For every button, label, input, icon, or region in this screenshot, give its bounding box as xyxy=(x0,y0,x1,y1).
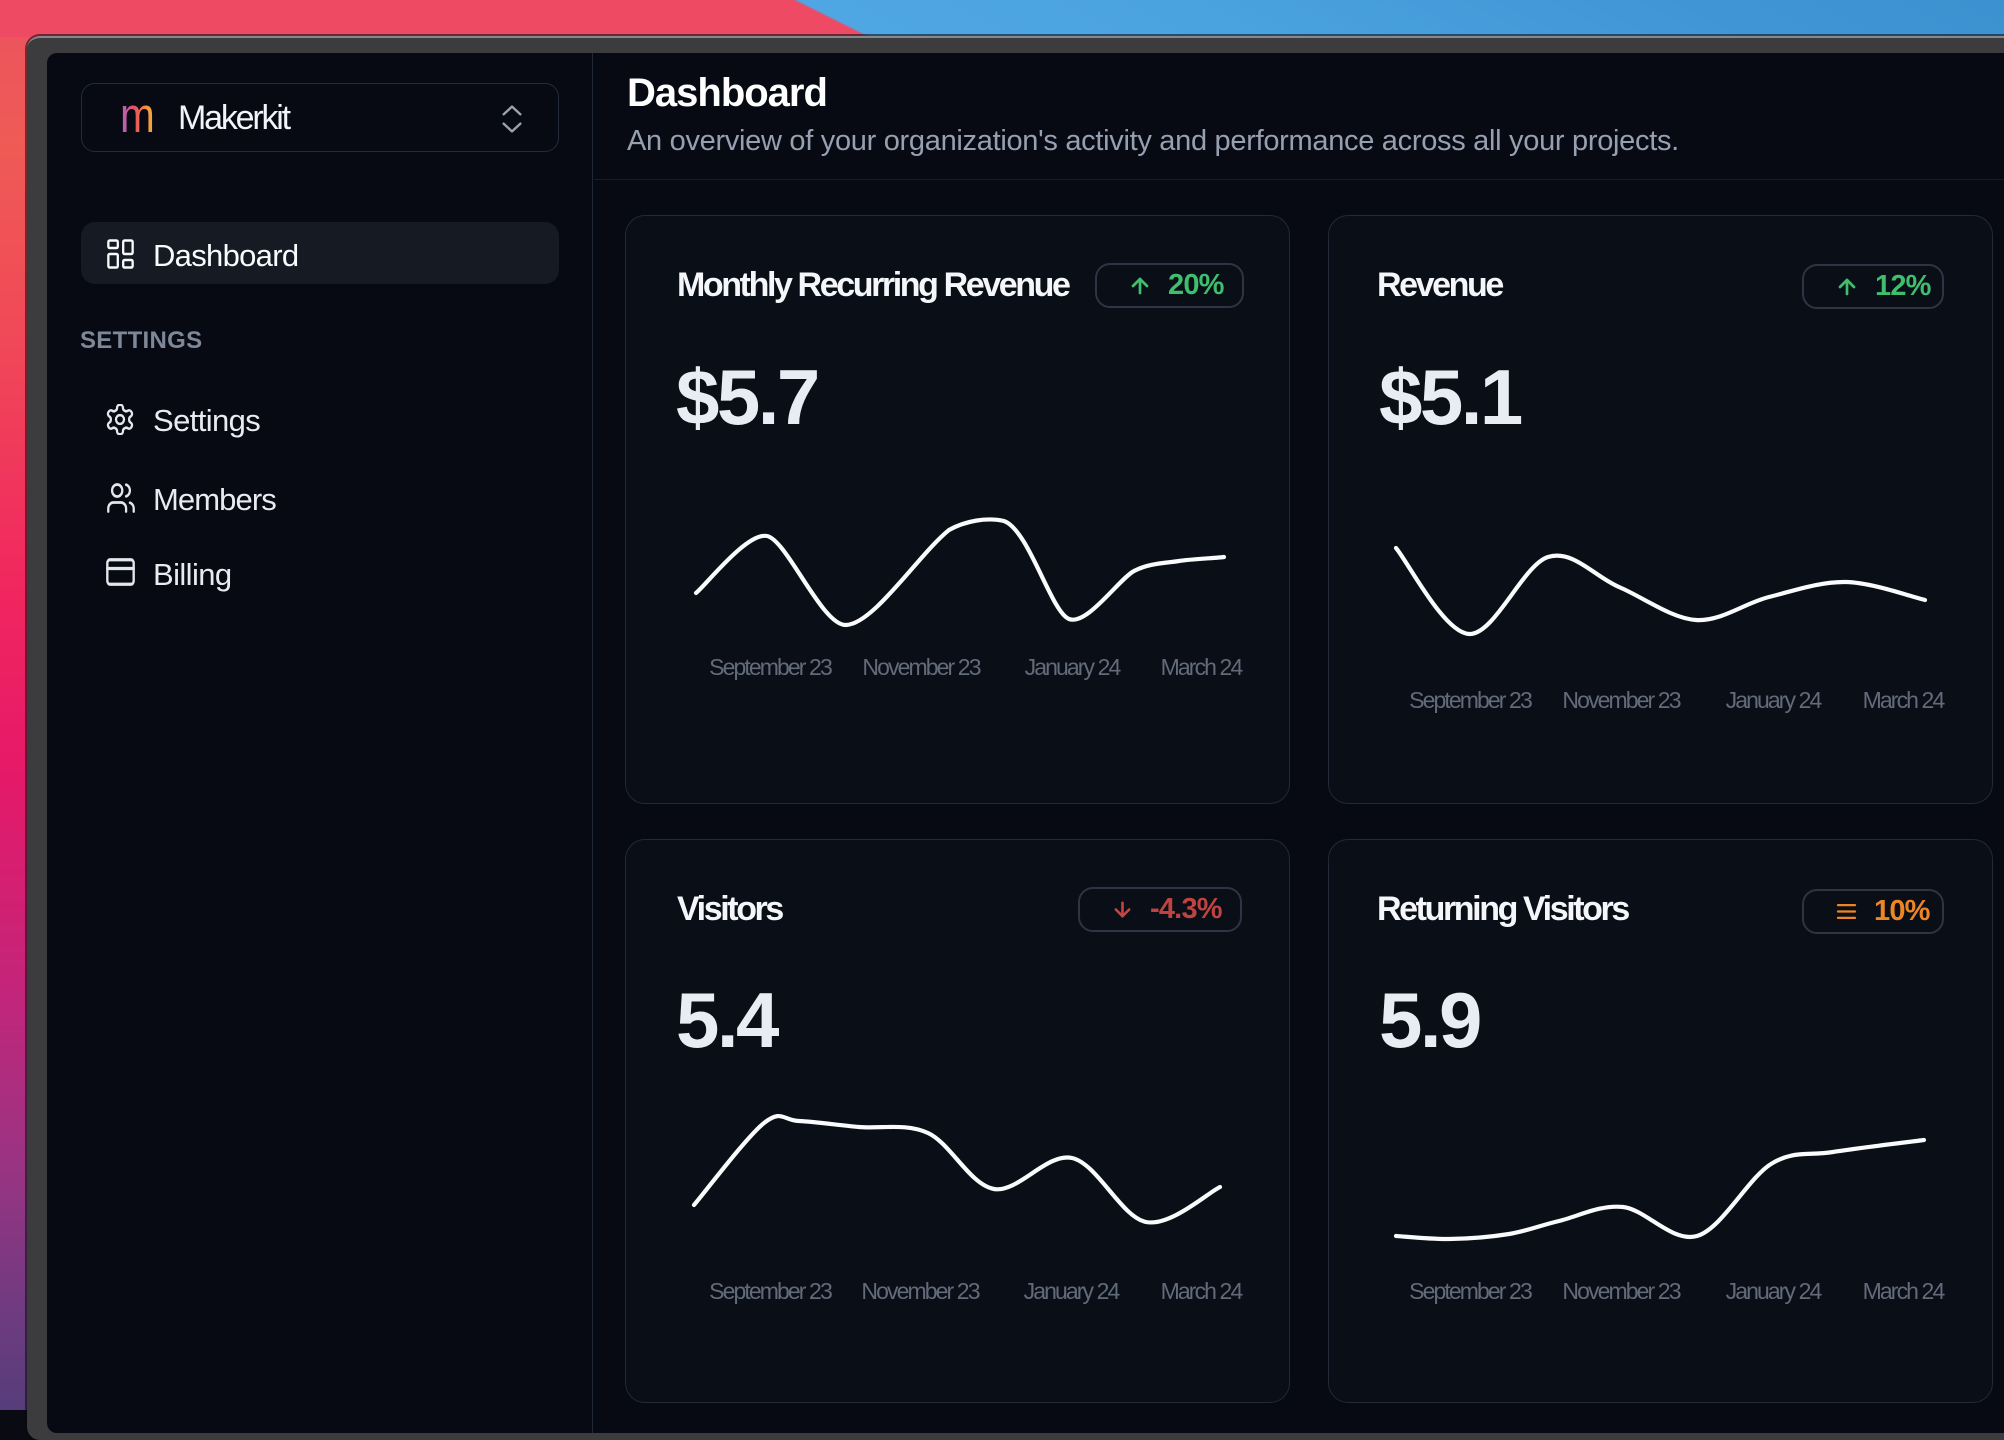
svg-text:m: m xyxy=(121,103,155,132)
